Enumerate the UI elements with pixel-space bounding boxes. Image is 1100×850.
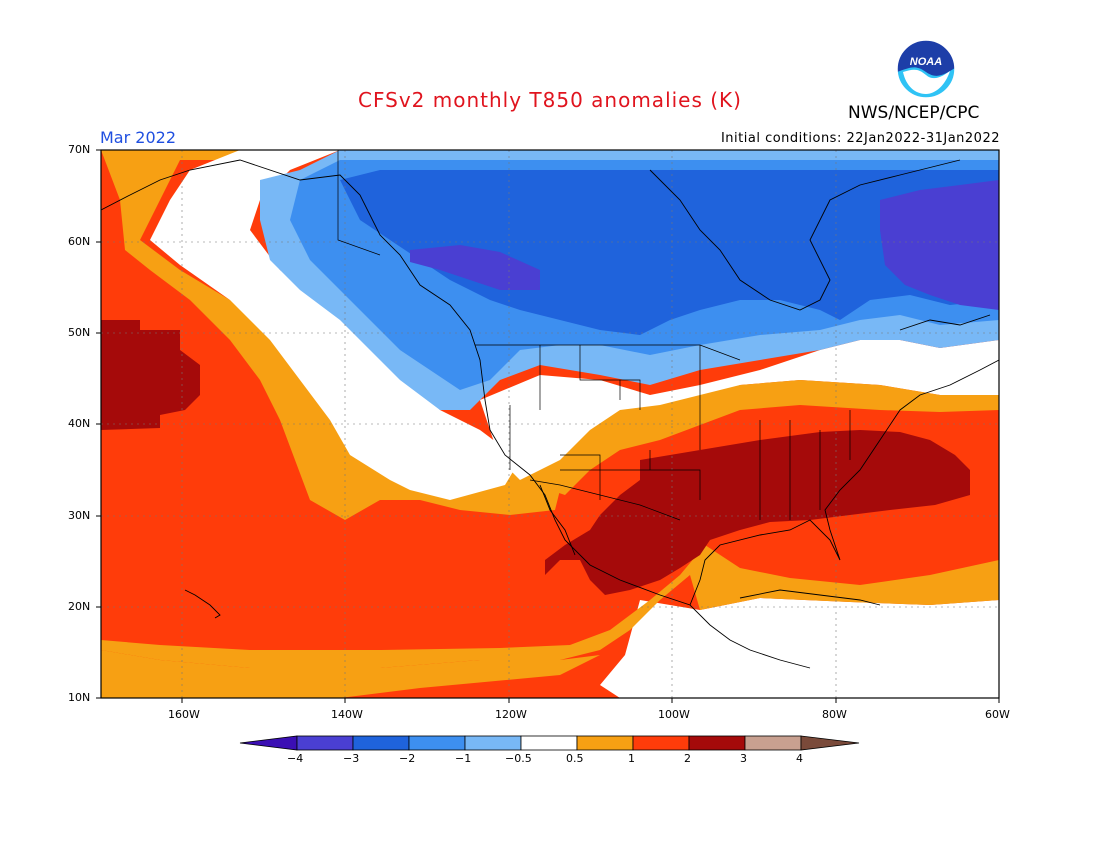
anomaly-darkred-pacific	[101, 320, 200, 430]
anomaly-orange-southwest	[101, 650, 600, 698]
forecast-period: Mar 2022	[100, 128, 176, 147]
lon-label: 160W	[168, 708, 200, 721]
legend-swatch	[464, 735, 522, 751]
lat-label: 60N	[68, 235, 91, 248]
anomaly-darkred-southeast	[545, 430, 970, 595]
lat-label: 20N	[68, 600, 91, 613]
lon-label: 100W	[658, 708, 690, 721]
legend-swatch	[632, 735, 690, 751]
lon-label: 80W	[822, 708, 847, 721]
legend-tick-label: 2	[684, 752, 691, 765]
legend-swatch	[744, 735, 802, 751]
legend-tick-label: 1	[628, 752, 635, 765]
legend-tick-label: −3	[343, 752, 360, 765]
legend-tick-label: −4	[287, 752, 304, 765]
agency-label: NWS/NCEP/CPC	[848, 103, 980, 123]
legend-swatch	[296, 735, 354, 751]
anomaly-midblue-north	[340, 170, 999, 335]
anomaly-white-south	[600, 598, 999, 698]
lon-label: 140W	[331, 708, 363, 721]
coastlines	[101, 159, 999, 669]
anomaly-orange-south	[101, 545, 999, 668]
svg-text:NOAA: NOAA	[910, 56, 942, 68]
legend-arrow-low	[239, 735, 298, 751]
legend-tick-label: 3	[740, 752, 747, 765]
color-legend	[239, 735, 860, 751]
lat-label: 70N	[68, 143, 91, 156]
map-title: CFSv2 monthly T850 anomalies (K)	[358, 88, 742, 112]
political-boundaries	[337, 150, 851, 521]
legend-swatch	[408, 735, 466, 751]
anomaly-purple-west	[410, 245, 540, 290]
legend-arrow-high	[800, 735, 860, 751]
legend-swatch	[352, 735, 410, 751]
legend-tick-label: 4	[796, 752, 803, 765]
lat-label: 30N	[68, 509, 91, 522]
anomaly-white-interior	[480, 340, 999, 480]
legend-swatch	[576, 735, 634, 751]
noaa-logo: NOAA	[896, 39, 956, 99]
lon-label: 60W	[985, 708, 1010, 721]
lat-label: 40N	[68, 417, 91, 430]
anomaly-purple-east	[880, 180, 999, 310]
lat-label: 10N	[68, 691, 91, 704]
initial-conditions: Initial conditions: 22Jan2022-31Jan2022	[720, 131, 1000, 146]
legend-tick-label: −1	[455, 752, 472, 765]
legend-tick-label: 0.5	[566, 752, 584, 765]
legend-swatch	[688, 735, 746, 751]
graticule	[101, 150, 999, 698]
legend-tick-label: −0.5	[505, 752, 532, 765]
legend-swatch	[520, 735, 578, 751]
lon-label: 120W	[495, 708, 527, 721]
axis-ticks	[96, 149, 1000, 703]
anomaly-white-west	[150, 150, 520, 500]
lat-label: 50N	[68, 326, 91, 339]
legend-tick-label: −2	[399, 752, 416, 765]
